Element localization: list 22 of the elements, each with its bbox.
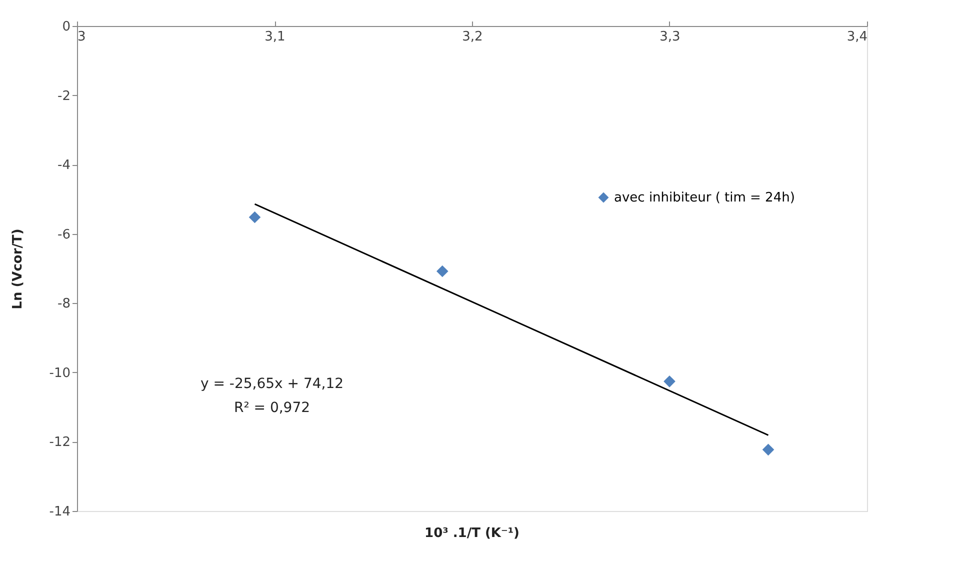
annotation: y = -25,65x + 74,12 bbox=[200, 376, 344, 392]
y-tick-label: -2 bbox=[58, 88, 70, 104]
y-axis-title: Ln (Vcor/T) bbox=[10, 228, 26, 310]
y-tick-label: -4 bbox=[58, 158, 70, 174]
x-tick-label: 3 bbox=[78, 30, 86, 44]
annotation: R² = 0,972 bbox=[234, 400, 310, 416]
point bbox=[248, 211, 261, 224]
legend-label: avec inhibiteur ( tim = 24h) bbox=[614, 190, 795, 206]
y-tick-label: 0 bbox=[62, 20, 70, 34]
point bbox=[664, 376, 676, 388]
point bbox=[436, 265, 448, 278]
x-tick-label: 3,3 bbox=[660, 30, 680, 44]
x-tick-label: 3,2 bbox=[462, 30, 483, 44]
y-tick-label: -6 bbox=[58, 227, 70, 242]
x-tick-label: 3,1 bbox=[264, 30, 286, 44]
y-tick-label: -8 bbox=[58, 296, 70, 312]
x-axis-title: 10³ .1/T (K⁻¹) bbox=[424, 526, 520, 541]
y-tick-label: -14 bbox=[49, 504, 70, 520]
y-tick-label: -10 bbox=[49, 366, 70, 381]
x-tick-label: 3,4 bbox=[846, 30, 868, 44]
point bbox=[762, 444, 774, 456]
y-tick-label: -12 bbox=[49, 435, 70, 450]
